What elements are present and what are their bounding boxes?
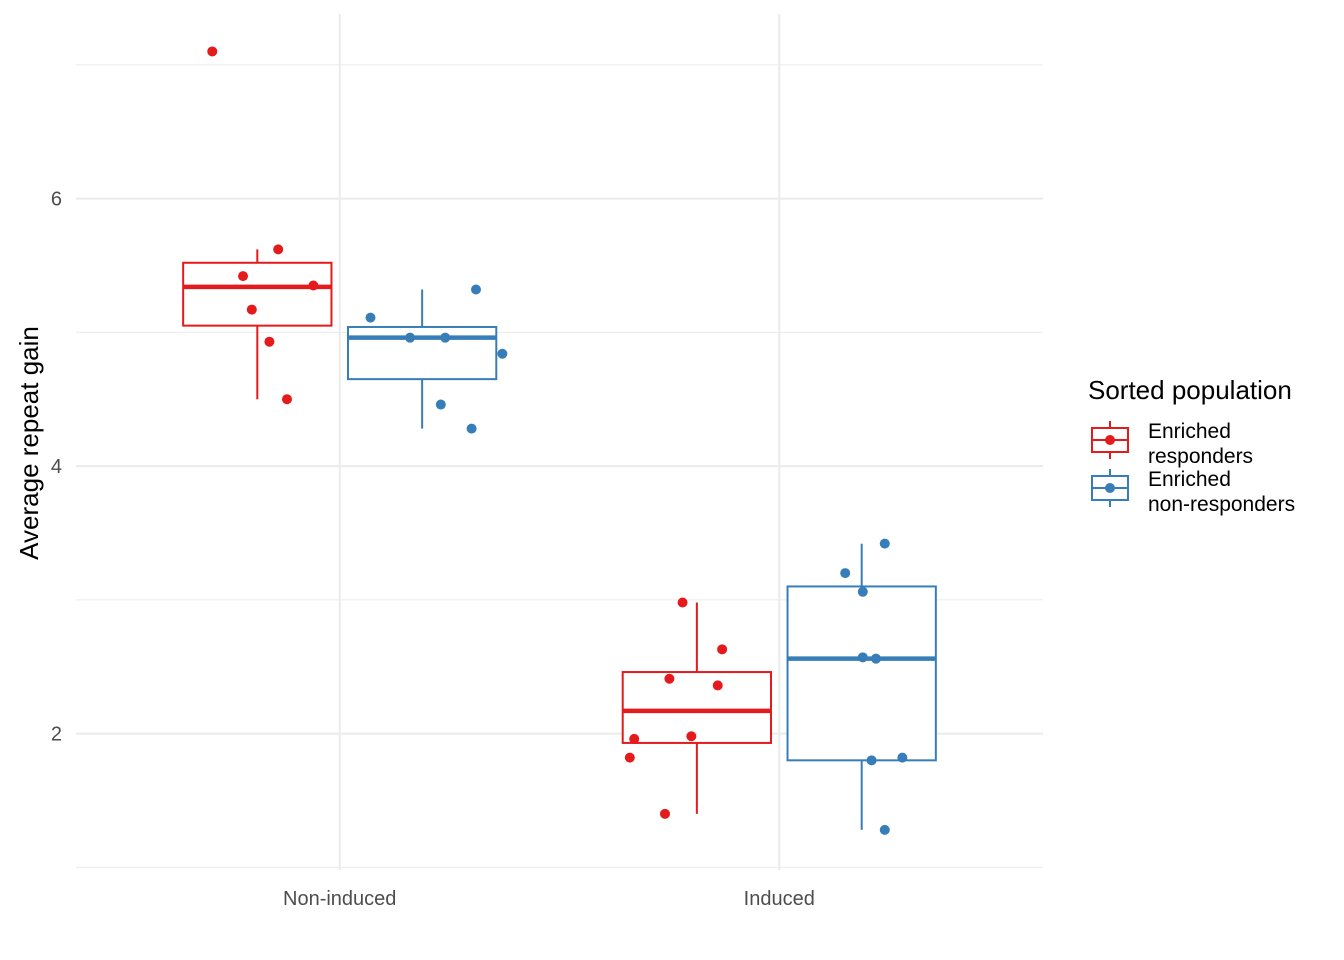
data-point [440,332,451,343]
box-body [621,671,773,744]
y-tick-label: 6 [51,189,62,211]
legend: Sorted population EnrichedrespondersEnri… [1088,375,1295,516]
data-point [365,312,376,323]
legend-label: Enriched [1148,420,1231,443]
data-point [624,752,635,763]
data-point [308,280,319,291]
data-point [497,348,508,359]
legend-label: Enriched [1148,468,1231,491]
data-point [664,673,675,684]
y-axis-title: Average repeat gain [14,326,44,560]
box-body [346,325,498,381]
data-point [405,332,416,343]
data-point [207,46,218,57]
data-point [857,586,868,597]
data-point [435,399,446,410]
data-point [879,824,890,835]
points-layer [207,46,908,835]
data-point [686,731,697,742]
legend-key [1091,421,1129,459]
box-body [786,585,937,762]
data-point [677,597,688,608]
y-tick-label: 4 [51,456,62,478]
data-point [866,755,877,766]
data-point [659,808,670,819]
x-tick-label: Non-induced [283,888,396,910]
data-point [470,284,481,295]
data-point [246,304,257,315]
boxes-layer [182,249,937,830]
legend-title: Sorted population [1088,375,1292,405]
data-point [717,644,728,655]
data-point [281,394,292,405]
y-axis-tick-labels: 2 4 6 [51,189,62,746]
data-point [629,733,640,744]
data-point [857,652,868,663]
data-point [897,752,908,763]
data-point [238,271,249,282]
legend-key-point [1105,435,1115,445]
y-tick-label: 2 [51,724,62,746]
data-point [466,423,477,434]
data-point [264,336,275,347]
x-axis-tick-labels: Non-induced Induced [283,888,815,910]
data-point [879,538,890,549]
legend-label: non-responders [1148,493,1295,516]
grid-major-lines [76,14,1043,870]
legend-key-point [1105,483,1115,493]
data-point [840,568,851,579]
box-body [182,261,333,327]
data-point [273,244,284,255]
data-point [712,680,723,691]
legend-label: responders [1148,445,1253,468]
x-tick-label: Induced [744,888,815,910]
data-point [870,653,881,664]
legend-key [1091,469,1129,507]
